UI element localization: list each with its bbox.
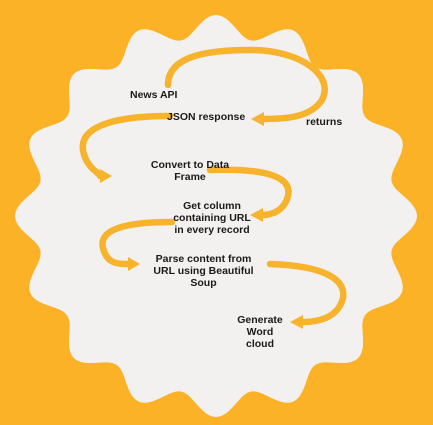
step-json-response: JSON response xyxy=(167,111,246,123)
step-news-api: News API xyxy=(130,89,178,101)
loop-arrow-2 xyxy=(79,112,174,180)
arrowhead-1 xyxy=(251,112,264,126)
arrowhead-4 xyxy=(128,257,140,271)
step-generate-wordcloud: Generate Word cloud xyxy=(237,314,283,350)
step-convert-dataframe: Convert to Data Frame xyxy=(150,159,230,183)
step-parse-content: Parse content from URL using Beautiful S… xyxy=(153,253,254,289)
step-returns: returns xyxy=(306,116,343,128)
loop-arrow-1 xyxy=(164,46,328,123)
step-get-url-column: Get column containing URL in every recor… xyxy=(173,200,251,236)
loop-arrow-4 xyxy=(99,218,176,268)
scalloped-badge xyxy=(15,15,417,417)
loop-arrow-3 xyxy=(206,166,292,219)
arrowhead-5 xyxy=(290,315,303,329)
arrowhead-2 xyxy=(100,169,112,183)
loop-arrow-5 xyxy=(266,260,347,326)
arrowhead-3 xyxy=(250,208,263,222)
